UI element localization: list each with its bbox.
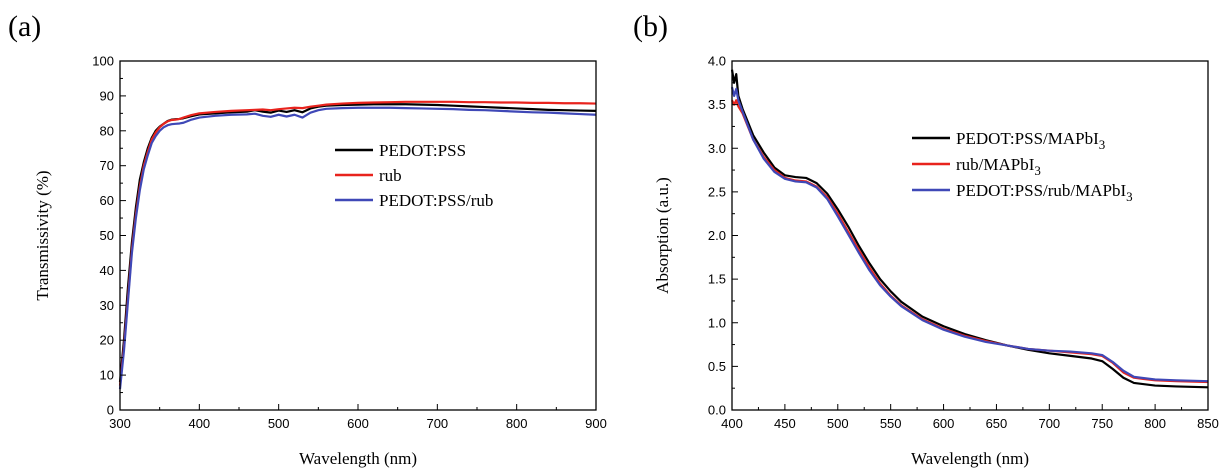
- x-tick-label: 500: [268, 416, 290, 431]
- series-line-1: [118, 103, 597, 383]
- panel-label-a: (a): [8, 10, 41, 43]
- y-tick-label: 1.0: [708, 315, 726, 330]
- y-tick-label: 2.0: [708, 228, 726, 243]
- x-tick-label: 500: [827, 416, 849, 431]
- x-tick-label: 400: [188, 416, 210, 431]
- series-line-3: [118, 106, 597, 390]
- legend-label-3: PEDOT:PSS/rub: [379, 191, 493, 210]
- plot-frame: [731, 60, 1209, 411]
- legend-label-1: PEDOT:PSS: [379, 141, 466, 160]
- legend-label-3: PEDOT:PSS/rub/MAPbI3: [956, 181, 1133, 204]
- plot-frame: [119, 60, 597, 411]
- y-tick-label: 30: [100, 298, 114, 313]
- legend-label-2: rub/MAPbI3: [956, 155, 1041, 178]
- y-tick-label: 0.5: [708, 359, 726, 374]
- panel-label-b: (b): [633, 10, 668, 43]
- x-tick-label: 600: [347, 416, 369, 431]
- x-tick-label: 400: [721, 416, 743, 431]
- series-line-2: [118, 100, 597, 386]
- x-axis-label: Wavelength (nm): [299, 449, 417, 468]
- x-tick-label: 550: [880, 416, 902, 431]
- legend-subscript: 3: [1034, 163, 1041, 178]
- y-tick-label: 100: [92, 54, 114, 69]
- x-tick-label: 900: [585, 416, 607, 431]
- x-tick-label: 700: [1038, 416, 1060, 431]
- legend-subscript: 3: [1099, 137, 1106, 152]
- y-tick-label: 60: [100, 193, 114, 208]
- y-tick-label: 2.5: [708, 184, 726, 199]
- y-tick-label: 70: [100, 158, 114, 173]
- y-tick-label: 3.5: [708, 97, 726, 112]
- y-tick-label: 3.0: [708, 141, 726, 156]
- series-line-1: [730, 69, 1209, 389]
- chart-b: 400 450 500 550 600 650 700 750 800 850 0.0 0.5 1.0 1…: [653, 54, 1219, 469]
- x-tick-label: 700: [426, 416, 448, 431]
- y-tick-label: 10: [100, 368, 114, 383]
- y-axis-label: Absorption (a.u.): [653, 177, 672, 294]
- y-tick-label: 50: [100, 228, 114, 243]
- series-group: [118, 100, 597, 390]
- x-tick-label: 750: [1091, 416, 1113, 431]
- series-line-3: [730, 86, 1209, 383]
- y-tick-label: 20: [100, 333, 114, 348]
- chart-a: 300 400 500 600 700 800 900 0 10 20 30 40 50 60 70 80 90…: [33, 54, 607, 469]
- y-tick-label: 0.0: [708, 403, 726, 418]
- x-tick-label: 800: [1144, 416, 1166, 431]
- y-tick-label: 1.5: [708, 272, 726, 287]
- x-tick-label: 300: [109, 416, 131, 431]
- legend-label-1: PEDOT:PSS/MAPbI3: [956, 129, 1105, 152]
- x-axis-label: Wavelength (nm): [911, 449, 1029, 468]
- y-axis-label: Transmissivity (%): [33, 170, 52, 300]
- x-tick-label: 450: [774, 416, 796, 431]
- y-tick-label: 0: [107, 403, 114, 418]
- x-tick-label: 650: [986, 416, 1008, 431]
- legend-subscript: 3: [1126, 189, 1133, 204]
- legend: PEDOT:PSS/MAPbI3 rub/MAPbI3 PEDOT:PSS/rub/…: [912, 129, 1133, 204]
- x-tick-label: 600: [933, 416, 955, 431]
- x-tick-label: 850: [1197, 416, 1219, 431]
- legend: PEDOT:PSS rub PEDOT:PSS/rub: [335, 141, 493, 210]
- x-tick-label: 800: [506, 416, 528, 431]
- y-tick-label: 4.0: [708, 54, 726, 69]
- y-tick-label: 90: [100, 88, 114, 103]
- legend-label-2: rub: [379, 166, 402, 185]
- y-tick-label: 40: [100, 263, 114, 278]
- y-tick-label: 80: [100, 123, 114, 138]
- series-group: [730, 69, 1209, 389]
